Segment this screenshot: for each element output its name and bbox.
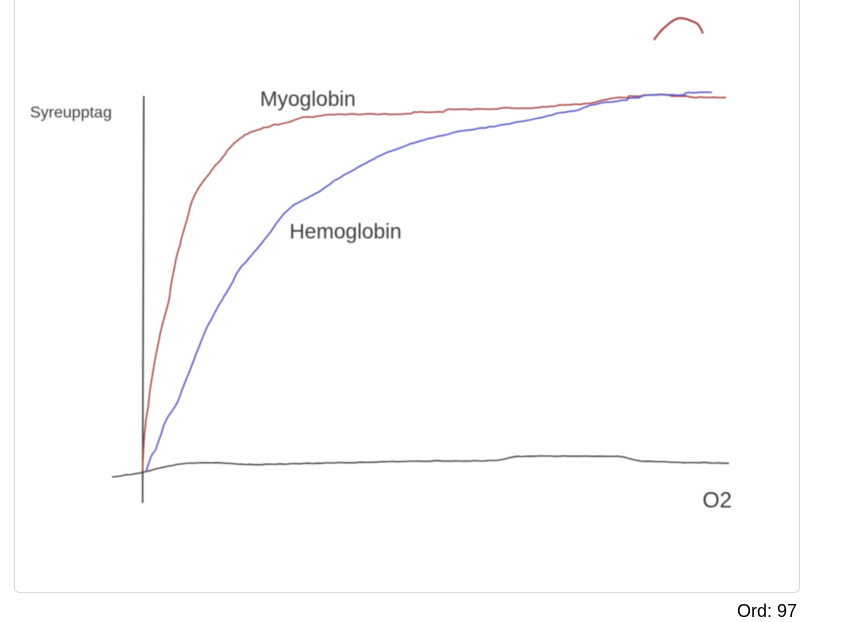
svg-text:Hemoglobin: Hemoglobin [290, 221, 402, 244]
svg-text:Syreupptag: Syreupptag [30, 105, 112, 122]
svg-text:Myoglobin: Myoglobin [260, 88, 356, 111]
svg-text:O2: O2 [703, 488, 732, 513]
